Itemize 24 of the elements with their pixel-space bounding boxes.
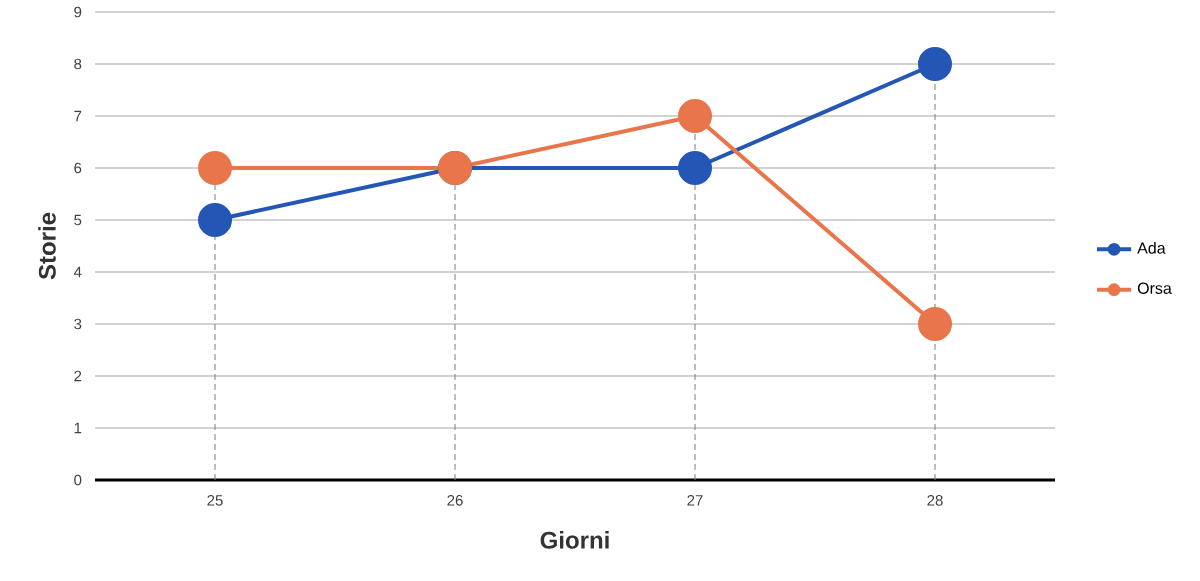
point	[678, 98, 712, 133]
y-tick-label: 0	[74, 474, 82, 486]
y-axis-title: Storie	[38, 212, 56, 280]
y-tick-label: 9	[74, 6, 82, 18]
point	[918, 47, 952, 81]
y-tick-label: 8	[74, 58, 82, 70]
point	[198, 150, 232, 185]
x-tick-label: 28	[927, 495, 943, 506]
y-tick-label: 3	[74, 318, 82, 330]
point	[918, 306, 952, 341]
x-tick-label: 26	[447, 495, 463, 506]
y-tick-label: 7	[74, 110, 82, 122]
x-tick-label: 27	[687, 495, 703, 506]
point	[678, 150, 712, 185]
point	[198, 202, 232, 237]
y-tick-label: 5	[74, 214, 82, 226]
y-tick-label: 1	[74, 422, 82, 434]
y-tick-label: 6	[74, 162, 82, 174]
y-tick-label: 4	[73, 266, 82, 278]
y-tick-label: 2	[74, 370, 82, 382]
x-tick-label: 25	[207, 495, 223, 506]
legend-label: Ada	[1137, 242, 1166, 254]
legend-label: Orsa	[1137, 282, 1172, 294]
x-axis-title: Giorni	[540, 531, 609, 549]
